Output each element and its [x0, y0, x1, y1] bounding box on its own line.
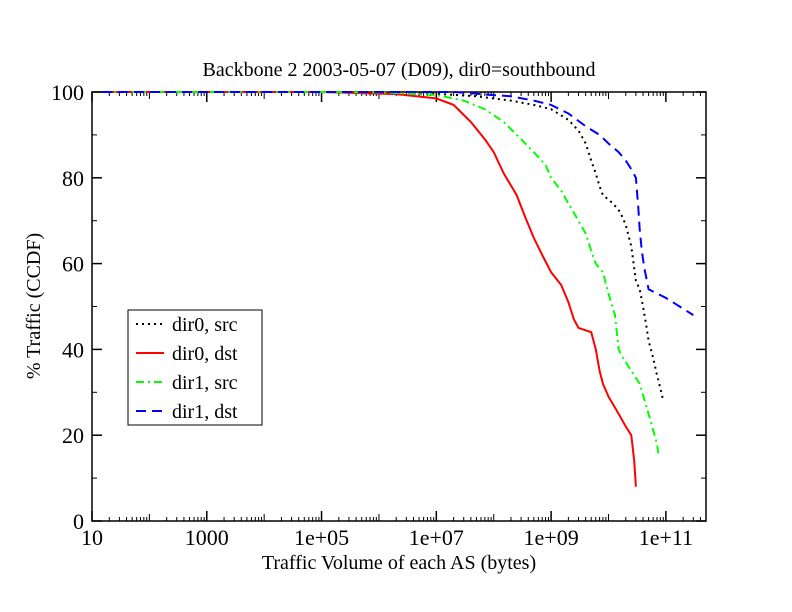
chart-title: Backbone 2 2003-05-07 (D09), dir0=southb…: [203, 59, 596, 81]
plot-area: 10 1000 1e+05 1e+07 1e+09 1e+11 0 20 40 60 80 100: [51, 80, 707, 550]
x-tick-label: 1e+07: [409, 525, 464, 550]
y-tick-label: 80: [62, 166, 84, 191]
x-axis-label: Traffic Volume of each AS (bytes): [262, 552, 536, 574]
legend-label: dir0, src: [172, 314, 238, 336]
y-tick-label: 100: [51, 80, 84, 105]
y-tick-label: 0: [73, 509, 84, 534]
series-line: [102, 91, 694, 316]
legend-label: dir1, dst: [172, 401, 238, 423]
x-tick-label: 1e+11: [639, 525, 693, 550]
x-tick-label: 1e+05: [294, 525, 349, 550]
plot-frame: [91, 91, 707, 522]
legend-box: [127, 309, 263, 426]
x-axis-ticks: 10 1000 1e+05 1e+07 1e+09 1e+11: [81, 92, 707, 550]
y-tick-label: 60: [62, 252, 84, 277]
x-tick-label: 1e+09: [524, 525, 579, 550]
series-line: [102, 91, 665, 402]
series-lines: [102, 91, 694, 487]
y-axis-ticks: 0 20 40 60 80 100: [51, 80, 706, 534]
x-tick-label: 10: [81, 525, 103, 550]
series-line: [102, 91, 637, 487]
legend-label: dir1, src: [172, 372, 238, 394]
legend-label: dir0, dst: [172, 343, 238, 365]
series-line: [102, 91, 660, 457]
y-tick-label: 20: [62, 423, 84, 448]
legend: dir0, src dir0, dst dir1, src dir1, dst: [127, 309, 263, 426]
y-tick-label: 40: [62, 337, 84, 362]
x-tick-label: 1000: [185, 525, 229, 550]
y-axis-label: % Traffic (CCDF): [23, 233, 45, 379]
